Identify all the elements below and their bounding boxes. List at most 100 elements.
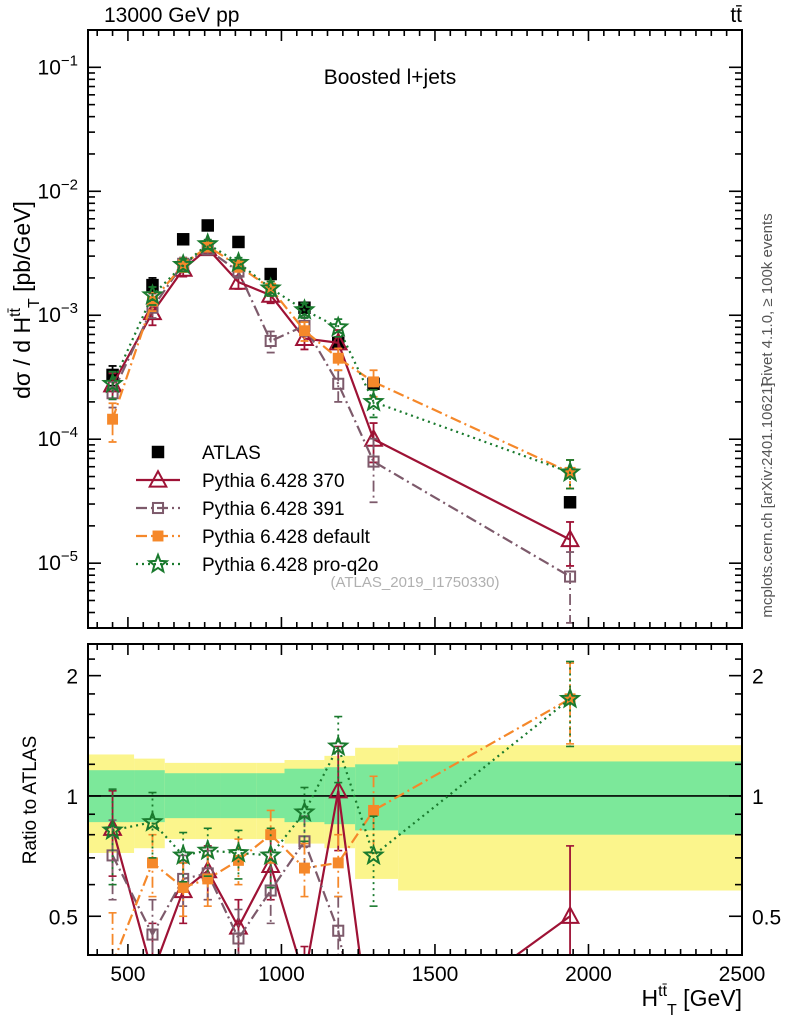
- legend-item-pythia-6-428-391[interactable]: Pythia 6.428 391: [136, 499, 345, 520]
- marker-open-star: [326, 734, 350, 757]
- marker-filled-square: [232, 235, 245, 249]
- main-ytick-label: 10−2: [38, 176, 78, 203]
- marker-open-square: [264, 884, 277, 897]
- series-line: [111, 242, 571, 474]
- legend-item-pythia-6-428-370[interactable]: Pythia 6.428 370: [136, 469, 345, 492]
- ratio-y-ticks: [88, 643, 742, 956]
- mcplots-source-label: mcplots.cern.ch [arXiv:2401.10621]: [759, 382, 776, 617]
- marker-open-triangle: [228, 271, 249, 290]
- marker-open-star: [171, 843, 195, 866]
- legend-item-pythia-6-428-default[interactable]: Pythia 6.428 default: [136, 527, 371, 548]
- marker-filled-square: [201, 219, 214, 232]
- marker-open-triangle: [560, 905, 581, 924]
- ratio-line: [111, 790, 571, 955]
- ratio-series-group: [88, 660, 742, 955]
- marker-filled-square: [368, 804, 380, 816]
- marker-open-square: [232, 932, 245, 945]
- marker-open-star: [558, 460, 582, 483]
- legend-item-pythia-6-428-pro-q2o[interactable]: Pythia 6.428 pro-q2o: [136, 552, 378, 576]
- marker-filled-square: [177, 882, 189, 893]
- marker-open-star: [171, 252, 195, 275]
- marker-open-star: [101, 818, 124, 841]
- main-series-group: [101, 219, 582, 624]
- ratio-line: [112, 697, 571, 858]
- series-line: [111, 244, 571, 474]
- series-atlas: [106, 219, 577, 509]
- marker-open-square: [332, 377, 345, 390]
- legend-label: Pythia 6.428 391: [202, 499, 345, 520]
- xtick-label: 2000: [565, 963, 612, 986]
- main-ytick-label: 10−3: [38, 300, 78, 327]
- marker-open-square: [151, 501, 165, 515]
- marker-open-star: [558, 686, 582, 709]
- ratio-series-pythia-6-428-pro-q2o: [101, 660, 582, 907]
- series-line: [111, 247, 571, 541]
- marker-filled-square: [107, 413, 119, 425]
- ratio-ytick-label-right: 1: [752, 786, 764, 809]
- process-label: tt̄: [730, 4, 742, 27]
- marker-filled-square: [202, 873, 214, 885]
- xtick-label: 500: [110, 963, 145, 986]
- marker-open-star: [227, 250, 250, 273]
- analysis-watermark: (ATLAS_2019_I1750330): [330, 574, 499, 591]
- marker-filled-square: [563, 496, 577, 509]
- marker-filled-square: [152, 530, 164, 542]
- marker-open-square: [367, 455, 380, 468]
- ratio-ytick-label: 1: [66, 786, 78, 809]
- xtick-label: 1500: [412, 963, 459, 986]
- marker-filled-square: [368, 376, 380, 388]
- ratio-line: [111, 838, 345, 955]
- legend-label: Pythia 6.428 370: [202, 471, 345, 492]
- legend-label: ATLAS: [202, 443, 261, 464]
- marker-open-star: [141, 283, 164, 305]
- ratio-series-pythia-6-428-391: [106, 815, 345, 955]
- ratio-ytick-label-right: 2: [752, 666, 764, 689]
- marker-filled-square: [264, 267, 277, 281]
- ratio-ylabel: Ratio to ATLAS: [20, 736, 41, 865]
- ratio-ytick-label: 0.5: [49, 906, 78, 929]
- xtick-label: 1000: [258, 963, 305, 986]
- ratio-line: [114, 697, 571, 955]
- marker-open-square: [564, 570, 577, 583]
- marker-open-square: [264, 334, 277, 348]
- marker-filled-square: [299, 862, 310, 874]
- marker-filled-square: [151, 445, 165, 459]
- marker-open-square: [146, 928, 159, 941]
- marker-open-star: [146, 552, 170, 574]
- marker-filled-square: [176, 233, 190, 246]
- marker-open-triangle: [148, 469, 168, 488]
- marker-open-star: [259, 276, 282, 299]
- marker-open-star: [141, 810, 164, 832]
- marker-filled-square: [299, 325, 310, 337]
- legend-label: Pythia 6.428 default: [202, 527, 371, 548]
- marker-open-star: [362, 843, 385, 866]
- marker-filled-square: [147, 857, 158, 869]
- rivet-version-label: Rivet 4.1.0, ≥ 100k events: [759, 213, 776, 386]
- marker-open-star: [227, 841, 250, 863]
- main-ytick-label: 10−5: [38, 548, 78, 575]
- uncertainty-bands: [88, 745, 742, 891]
- ratio-ytick-label: 2: [66, 666, 78, 689]
- main-ytick-label: 10−1: [38, 52, 78, 79]
- xtick-label: 2500: [719, 963, 766, 986]
- marker-open-star: [101, 371, 124, 394]
- marker-open-triangle: [294, 327, 315, 347]
- beam-label: 13000 GeV pp: [104, 4, 239, 27]
- legend: ATLAS Pythia 6.428 370 Pythia 6.428 391 Pyt…: [136, 443, 378, 576]
- main-y-ticks: [88, 29, 742, 629]
- legend-item-atlas[interactable]: ATLAS: [151, 443, 261, 464]
- marker-open-star: [293, 800, 316, 822]
- marker-open-triangle: [328, 779, 349, 799]
- marker-open-star: [196, 838, 220, 861]
- marker-open-triangle: [560, 528, 581, 548]
- series-line: [111, 248, 571, 578]
- legend-label: Pythia 6.428 pro-q2o: [202, 555, 378, 576]
- marker-open-star: [326, 315, 350, 337]
- marker-filled-square: [147, 295, 158, 307]
- series-pythia-6-428-pro-q2o: [101, 232, 582, 490]
- main-ytick-label: 10−4: [38, 424, 78, 451]
- marker-open-star: [259, 843, 282, 866]
- ratio-ytick-label-right: 0.5: [752, 906, 781, 929]
- panel-title: Boosted l+jets: [324, 66, 457, 89]
